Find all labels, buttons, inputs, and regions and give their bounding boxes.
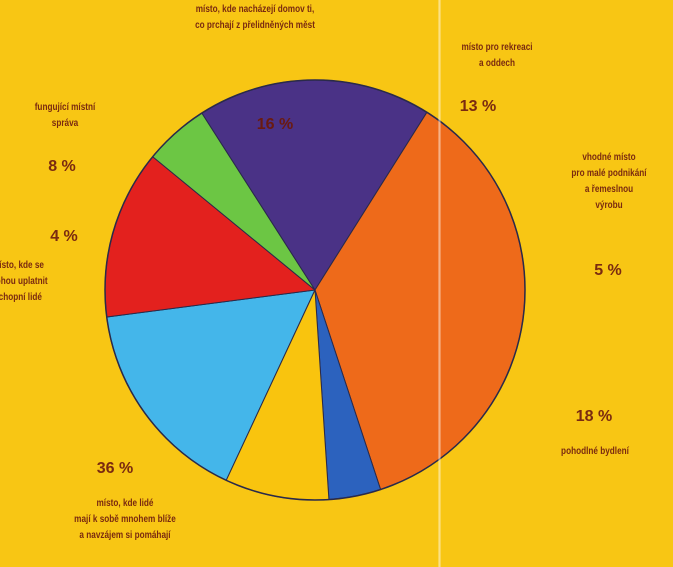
label-recreation: místo pro rekreaci a oddech xyxy=(461,42,533,69)
label-local-administration: fungující místní správa xyxy=(34,102,96,129)
label-capable-people: místo, kde se mohou uplatnit schopní lid… xyxy=(0,260,48,303)
label-small-business: vhodné místo pro malé podnikání a řemesl… xyxy=(571,152,647,211)
pct-refuge-from-cities: 16 % xyxy=(256,116,294,133)
label-comfortable-housing: pohodlné bydlení xyxy=(561,446,629,457)
label-refuge-from-cities: místo, kde nacházejí domov ti, co prchaj… xyxy=(195,4,315,31)
pct-comfortable-housing: 18 % xyxy=(575,408,613,425)
pie-outline xyxy=(104,79,526,501)
page-fold-line xyxy=(438,0,441,567)
pct-capable-people: 4 % xyxy=(50,228,78,245)
label-close-community: místo, kde lidé mají k sobě mnohem blíže… xyxy=(74,498,176,541)
pct-close-community: 36 % xyxy=(96,460,134,477)
pct-local-administration: 8 % xyxy=(48,158,76,175)
pct-small-business: 5 % xyxy=(594,262,622,279)
pct-recreation: 13 % xyxy=(459,98,497,115)
